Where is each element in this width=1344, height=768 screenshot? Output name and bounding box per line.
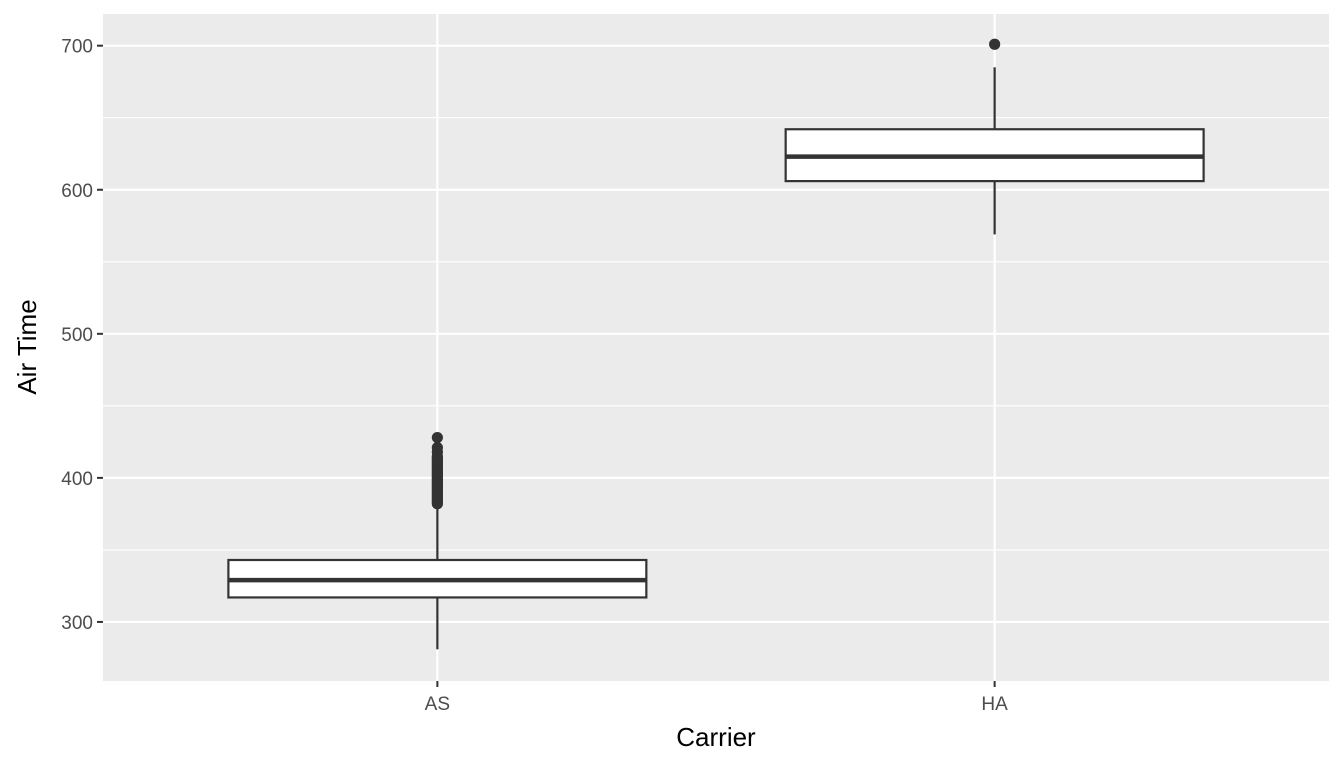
y-axis: 300 400 500 600 700	[61, 37, 103, 634]
y-tick-label: 300	[61, 613, 93, 634]
outlier-point	[431, 442, 443, 454]
x-tick-label: AS	[425, 694, 450, 715]
boxes	[227, 38, 1205, 650]
x-axis: AS HA	[425, 681, 1008, 715]
y-tick-label: 700	[61, 37, 93, 58]
outlier-point	[989, 38, 1001, 50]
outlier-point	[431, 431, 443, 444]
box-as	[227, 431, 648, 650]
y-tick-label: 500	[61, 325, 93, 346]
x-tick-label: HA	[981, 694, 1008, 715]
minor-gridlines	[103, 117, 1329, 551]
y-tick-label: 600	[61, 181, 93, 202]
x-axis-title: Carrier	[676, 722, 756, 752]
box-ha	[784, 38, 1205, 235]
y-axis-title: Air Time	[12, 299, 42, 394]
y-tick-label: 400	[61, 469, 93, 490]
